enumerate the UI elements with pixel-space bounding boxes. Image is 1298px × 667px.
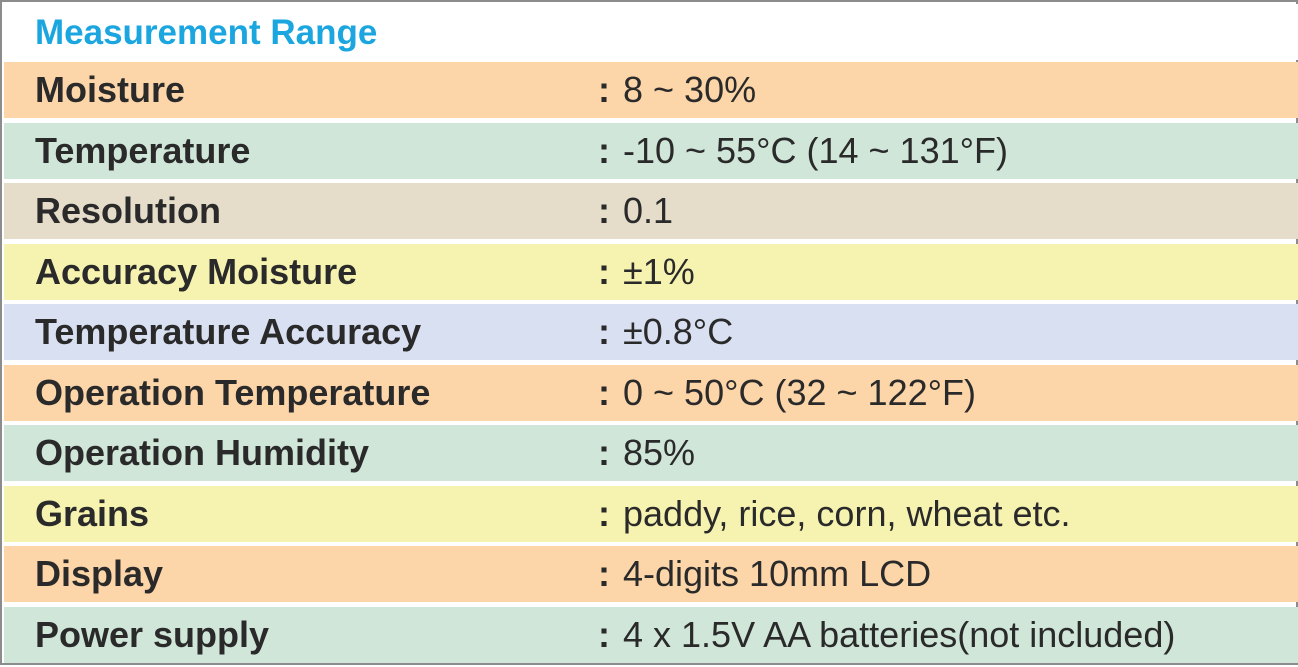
- spec-value: paddy, rice, corn, wheat etc.: [623, 492, 1071, 534]
- spec-value: -10 ~ 55°C (14 ~ 131°F): [623, 129, 1008, 171]
- spec-separator: :: [598, 371, 610, 413]
- spec-row-resolution: Resolution : 0.1: [4, 183, 1298, 239]
- spec-label: Temperature Accuracy: [35, 311, 422, 352]
- spec-row-display: Display : 4-digits 10mm LCD: [4, 546, 1298, 602]
- spec-label: Display: [35, 553, 164, 594]
- spec-separator: :: [598, 613, 610, 655]
- spec-label: Power supply: [35, 613, 270, 655]
- spec-separator: :: [598, 311, 610, 352]
- spec-label: Moisture: [35, 69, 186, 110]
- spec-rows: Moisture : 8 ~ 30% Temperature : -10 ~ 5…: [4, 62, 1298, 667]
- spec-separator: :: [598, 250, 610, 292]
- spec-value: 4 x 1.5V AA batteries(not included): [623, 613, 1176, 655]
- table-header: Measurement Range: [4, 4, 1298, 60]
- spec-value: ±1%: [623, 250, 695, 292]
- spec-label: Accuracy Moisture: [35, 250, 358, 292]
- spec-row-operation-humidity: Operation Humidity : 85%: [4, 425, 1298, 481]
- table-title: Measurement Range: [35, 13, 378, 52]
- spec-label: Operation Humidity: [35, 432, 370, 473]
- spec-separator: :: [598, 553, 610, 594]
- spec-separator: :: [598, 129, 610, 171]
- spec-separator: :: [598, 69, 610, 110]
- spec-row-operation-temperature: Operation Temperature : 0 ~ 50°C (32 ~ 1…: [4, 364, 1298, 421]
- spec-row-temperature-accuracy: Temperature Accuracy : ±0.8°C: [4, 304, 1298, 360]
- spec-value: 0.1: [623, 190, 674, 231]
- spec-value: 4-digits 10mm LCD: [623, 553, 932, 594]
- spec-value: 0 ~ 50°C (32 ~ 122°F): [623, 371, 976, 413]
- spec-label: Operation Temperature: [35, 371, 431, 413]
- spec-separator: :: [598, 190, 610, 231]
- spec-label: Temperature: [35, 129, 251, 171]
- spec-row-moisture: Moisture : 8 ~ 30%: [4, 62, 1298, 118]
- spec-row-temperature: Temperature : -10 ~ 55°C (14 ~ 131°F): [4, 122, 1298, 179]
- spec-value: ±0.8°C: [623, 311, 734, 352]
- spec-value: 8 ~ 30%: [623, 69, 757, 110]
- spec-row-accuracy-moisture: Accuracy Moisture : ±1%: [4, 243, 1298, 300]
- spec-label: Resolution: [35, 190, 221, 231]
- spec-separator: :: [598, 432, 610, 473]
- spec-separator: :: [598, 492, 610, 534]
- spec-row-power-supply: Power supply : 4 x 1.5V AA batteries(not…: [4, 606, 1298, 663]
- spec-label: Grains: [35, 492, 150, 534]
- spec-value: 85%: [623, 432, 696, 473]
- spec-row-grains: Grains : paddy, rice, corn, wheat etc.: [4, 485, 1298, 542]
